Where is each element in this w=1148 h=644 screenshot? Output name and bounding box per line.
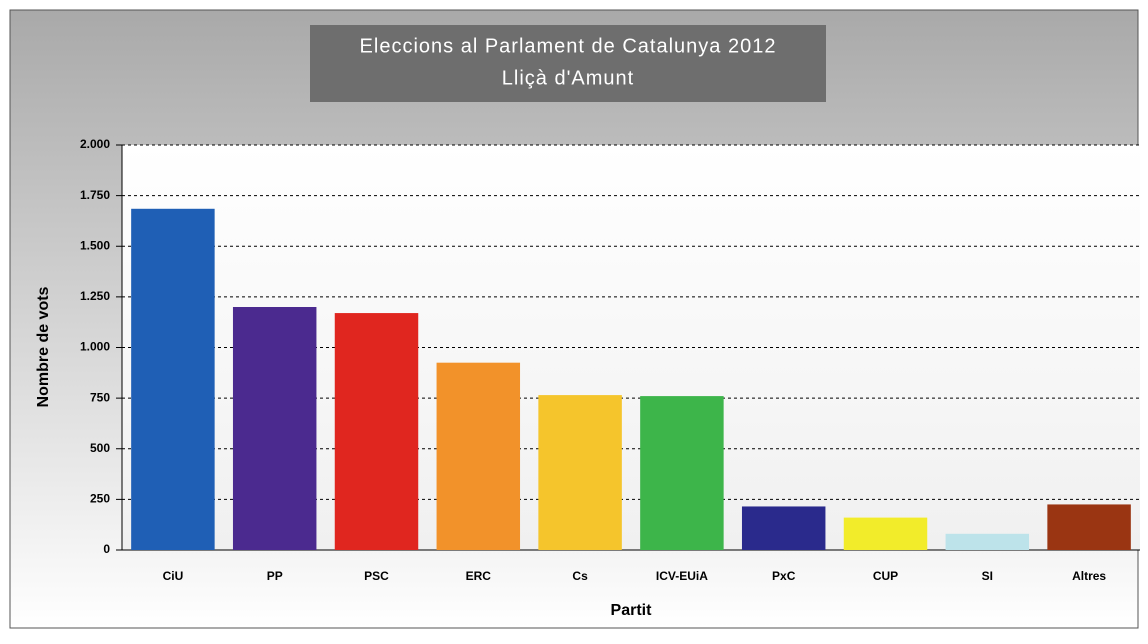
y-tick-label: 750: [90, 390, 110, 404]
bar: [436, 362, 521, 550]
bar: [741, 506, 826, 550]
chart-title: Eleccions al Parlament de Catalunya 2012: [360, 35, 777, 57]
x-tick-label: PxC: [772, 569, 796, 583]
bar: [131, 208, 215, 550]
x-tick-label: CUP: [873, 569, 898, 583]
chart-subtitle: Lliçà d'Amunt: [502, 67, 634, 89]
y-tick-label: 500: [90, 441, 110, 455]
y-tick-label: 250: [90, 492, 110, 506]
x-axis-label: Partit: [611, 602, 653, 619]
x-tick-label: Cs: [572, 569, 588, 583]
x-tick-label: ERC: [466, 569, 492, 583]
x-tick-label: SI: [982, 569, 993, 583]
y-tick-label: 0: [103, 542, 110, 556]
bar: [232, 307, 317, 550]
bar: [945, 533, 1030, 550]
y-tick-label: 1.750: [80, 188, 110, 202]
y-tick-label: 2.000: [80, 137, 110, 151]
x-tick-label: PP: [267, 569, 283, 583]
title-box: [310, 25, 826, 102]
bar: [640, 396, 724, 550]
x-tick-label: ICV-EUiA: [656, 569, 708, 583]
bar: [1047, 504, 1131, 550]
y-tick-label: 1.000: [80, 340, 110, 354]
x-tick-label: PSC: [364, 569, 389, 583]
y-tick-label: 1.500: [80, 238, 110, 252]
bar: [538, 395, 622, 550]
bar: [334, 313, 419, 550]
bar: [843, 517, 928, 550]
y-axis-label: Nombre de vots: [35, 286, 52, 407]
y-tick-label: 1.250: [80, 289, 110, 303]
x-tick-label: Altres: [1072, 569, 1106, 583]
x-tick-label: CiU: [163, 569, 184, 583]
